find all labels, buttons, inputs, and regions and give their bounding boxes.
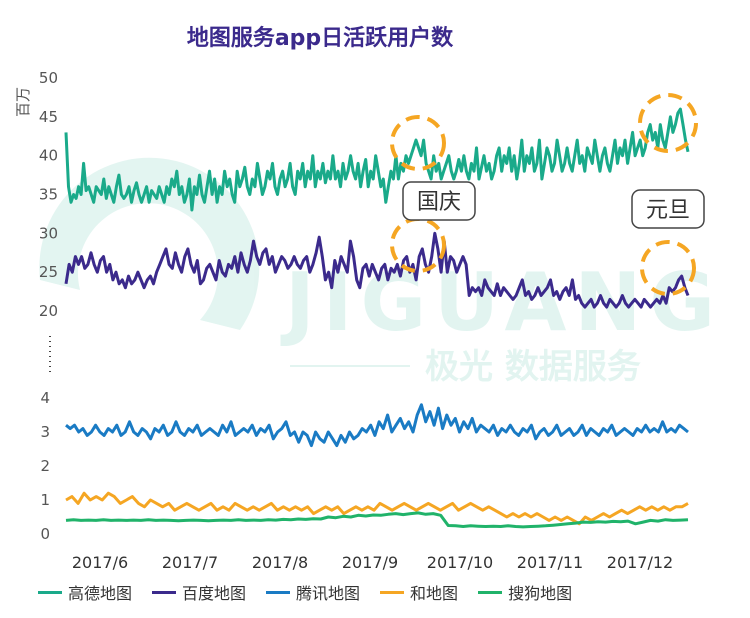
- chart-legend: 高德地图 百度地图 腾讯地图 和地图 搜狗地图: [38, 580, 728, 604]
- x-tick-label: 2017/6: [72, 553, 128, 572]
- highlight-circle: [638, 93, 698, 153]
- series-line-4: [65, 491, 689, 526]
- annotation-box: [631, 189, 705, 229]
- highlight-circle: [640, 240, 696, 296]
- series-line-5: [65, 511, 689, 529]
- legend-swatch: [266, 590, 291, 594]
- legend-label: 高德地图: [68, 584, 133, 603]
- y-tick-label: 4: [40, 389, 50, 407]
- x-tick-label: 2017/12: [607, 553, 673, 572]
- x-tick-label: 2017/7: [162, 553, 218, 572]
- series-line-1: [64, 107, 690, 212]
- legend-swatch: [380, 590, 405, 594]
- legend-label: 腾讯地图: [296, 584, 361, 603]
- legend-item: 和地图: [380, 580, 458, 604]
- legend-swatch: [38, 590, 62, 594]
- highlight-circle: [390, 217, 446, 273]
- y-tick-label: 1: [40, 491, 50, 509]
- y-tick-label: 35: [39, 186, 58, 204]
- y-tick-label: 0: [40, 525, 50, 543]
- annotation-label: 元旦: [646, 198, 690, 223]
- legend-item: 高德地图: [38, 580, 132, 604]
- watermark-subtitle: 极光 数据服务: [425, 347, 641, 387]
- highlight-circle: [390, 115, 446, 171]
- x-tick-label: 2017/8: [252, 553, 308, 572]
- watermark-logo-icon: [39, 157, 260, 330]
- legend-swatch: [478, 590, 503, 594]
- legend-item: 百度地图: [152, 580, 246, 604]
- y-tick-label: 45: [39, 108, 58, 126]
- legend-label: 百度地图: [182, 584, 247, 603]
- watermark-brand: JIGUANG: [280, 256, 715, 349]
- y-tick-label: 40: [39, 147, 58, 165]
- series-line-3: [65, 403, 689, 448]
- y-tick-label: 50: [39, 69, 58, 87]
- y-tick-label: 30: [39, 224, 58, 242]
- y-tick-label: 3: [40, 423, 50, 441]
- y-axis-label: 百万: [14, 87, 32, 117]
- annotation-label: 国庆: [417, 190, 461, 215]
- y-tick-label: 20: [39, 302, 58, 320]
- legend-label: 搜狗地图: [508, 584, 573, 603]
- y-tick-label: 2: [40, 457, 50, 475]
- x-tick-label: 2017/10: [427, 553, 493, 572]
- x-tick-label: 2017/9: [342, 553, 398, 572]
- y-tick-label: 25: [39, 263, 58, 281]
- legend-swatch: [152, 590, 177, 594]
- legend-item: 腾讯地图: [266, 580, 360, 604]
- chart-title: 地图服务app日活跃用户数: [186, 26, 454, 51]
- legend-item: 搜狗地图: [478, 580, 572, 604]
- x-tick-label: 2017/11: [517, 553, 583, 572]
- annotation-box: [402, 181, 476, 221]
- series-line-2: [64, 231, 690, 309]
- legend-label: 和地图: [410, 584, 459, 603]
